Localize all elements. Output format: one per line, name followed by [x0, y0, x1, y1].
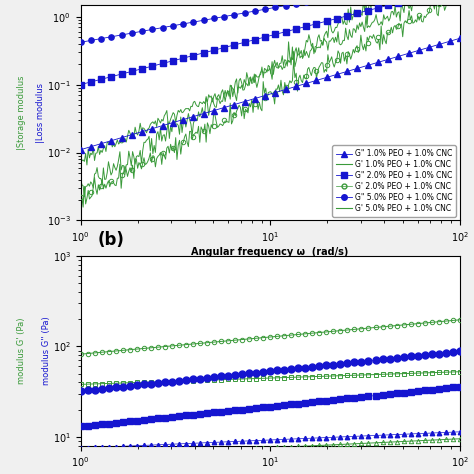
Y-axis label: |Loss modulus: |Loss modulus: [36, 82, 46, 143]
Y-axis label: modulus G'' (Pa): modulus G'' (Pa): [42, 316, 51, 385]
Legend: G" 1.0% PEO + 1.0% CNC, G' 1.0% PEO + 1.0% CNC, G" 2.0% PEO + 1.0% CNC, G' 2.0% : G" 1.0% PEO + 1.0% CNC, G' 1.0% PEO + 1.…: [332, 146, 456, 217]
Text: modulus G' (Pa): modulus G' (Pa): [18, 318, 26, 384]
X-axis label: Angular frequency ω  (rad/s): Angular frequency ω (rad/s): [191, 246, 349, 257]
Text: |Storage modulus: |Storage modulus: [18, 75, 26, 150]
Text: (b): (b): [98, 231, 124, 249]
